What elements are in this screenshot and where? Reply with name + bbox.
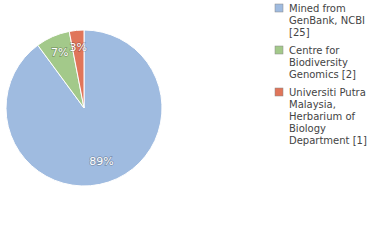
slice <box>6 30 162 186</box>
data-label: 89% <box>89 155 113 168</box>
legend-swatch <box>275 46 283 54</box>
data-label: 7% <box>51 46 68 59</box>
legend: Mined from GenBank, NCBI [25] Centre for … <box>275 3 369 146</box>
legend-label: Centre for Biodiversity Genomics [2] <box>289 45 356 80</box>
legend-label: Universiti Putra Malaysia, Herbarium of … <box>289 87 369 146</box>
pie: 89% 7%3% <box>6 30 162 186</box>
legend-label: Mined from GenBank, NCBI [25] <box>289 3 368 38</box>
legend-swatch <box>275 88 283 96</box>
data-label: 3% <box>69 41 86 54</box>
legend-swatch <box>275 4 283 12</box>
chart: 89% 7%3% Mined from GenBank, NCBI [25] Cent… <box>0 0 380 240</box>
